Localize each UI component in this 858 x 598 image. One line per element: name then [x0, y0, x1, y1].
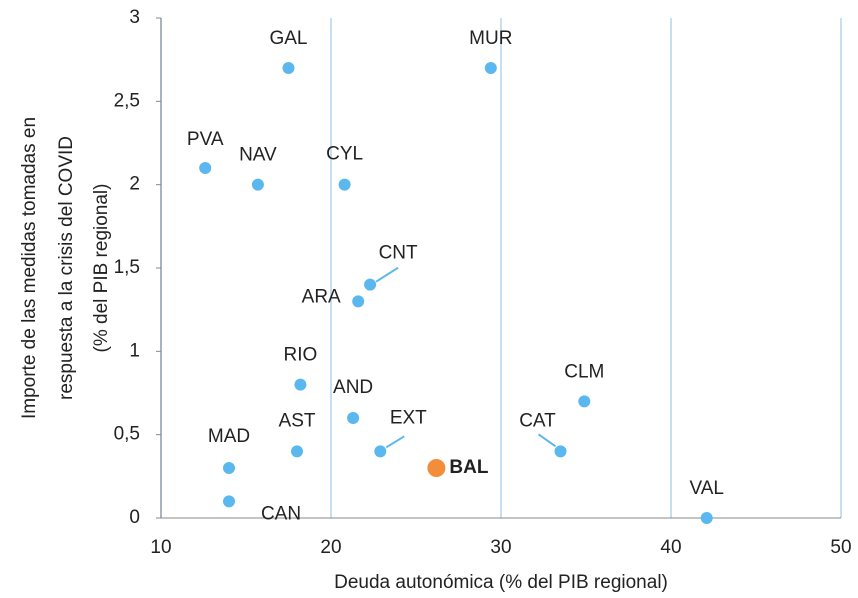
point	[294, 378, 307, 391]
point	[484, 62, 497, 74]
point	[282, 62, 295, 74]
x-tick-label: 30	[490, 537, 511, 558]
leader-line	[375, 266, 399, 283]
x-tick-label: 50	[830, 537, 851, 558]
point	[700, 512, 713, 524]
point-label: CAN	[261, 503, 301, 524]
y-tick-label: 3	[129, 7, 140, 28]
point	[347, 412, 360, 424]
point-label: MAD	[208, 426, 250, 447]
point-label: GAL	[269, 28, 307, 49]
x-tick-label: 40	[660, 537, 681, 558]
y-axis-title-line: respuesta a la crisis del COVID	[56, 136, 77, 400]
point	[578, 395, 591, 408]
point	[338, 178, 351, 191]
y-tick-label: 1	[129, 340, 140, 361]
y-tick-label: 0,5	[114, 424, 140, 445]
point-label: RIO	[284, 345, 318, 366]
point-label: CNT	[379, 243, 418, 264]
point	[291, 445, 303, 458]
point	[251, 178, 264, 191]
y-axis-title-line: Importe de las medidas tomadas en	[19, 117, 40, 419]
point	[352, 295, 365, 308]
point-label: CLM	[564, 361, 604, 382]
point-label: PVA	[187, 129, 224, 150]
y-tick-label: 2,5	[114, 90, 140, 111]
point-label: CYL	[326, 144, 363, 165]
leader-line	[385, 435, 405, 449]
x-tick-label: 20	[320, 537, 341, 558]
point-label: MUR	[469, 28, 512, 49]
point-label: ARA	[302, 286, 341, 307]
point	[364, 278, 377, 291]
y-axis-title: Importe de las medidas tomadas en respue…	[19, 117, 112, 419]
y-tick-label: 1,5	[114, 257, 140, 278]
point	[223, 462, 235, 474]
point	[199, 162, 212, 174]
point	[427, 459, 446, 477]
point-label: VAL	[689, 478, 724, 499]
y-axis-title-line: (% del PIB regional)	[91, 184, 112, 353]
point-label: AND	[333, 377, 373, 398]
point-label: CAT	[519, 410, 556, 431]
y-tick-label: 0	[129, 507, 140, 528]
point-label: AST	[279, 410, 316, 431]
point-label: EXT	[390, 407, 427, 428]
leader-line	[537, 433, 557, 448]
point-label: NAV	[239, 145, 277, 166]
point	[223, 495, 235, 508]
x-tick-label: 10	[150, 537, 171, 558]
point	[374, 445, 387, 458]
point	[554, 445, 567, 458]
y-tick-label: 2	[129, 174, 140, 195]
point-label: BAL	[449, 457, 488, 478]
x-axis-title: Deuda autonómica (% del PIB regional)	[334, 572, 668, 593]
